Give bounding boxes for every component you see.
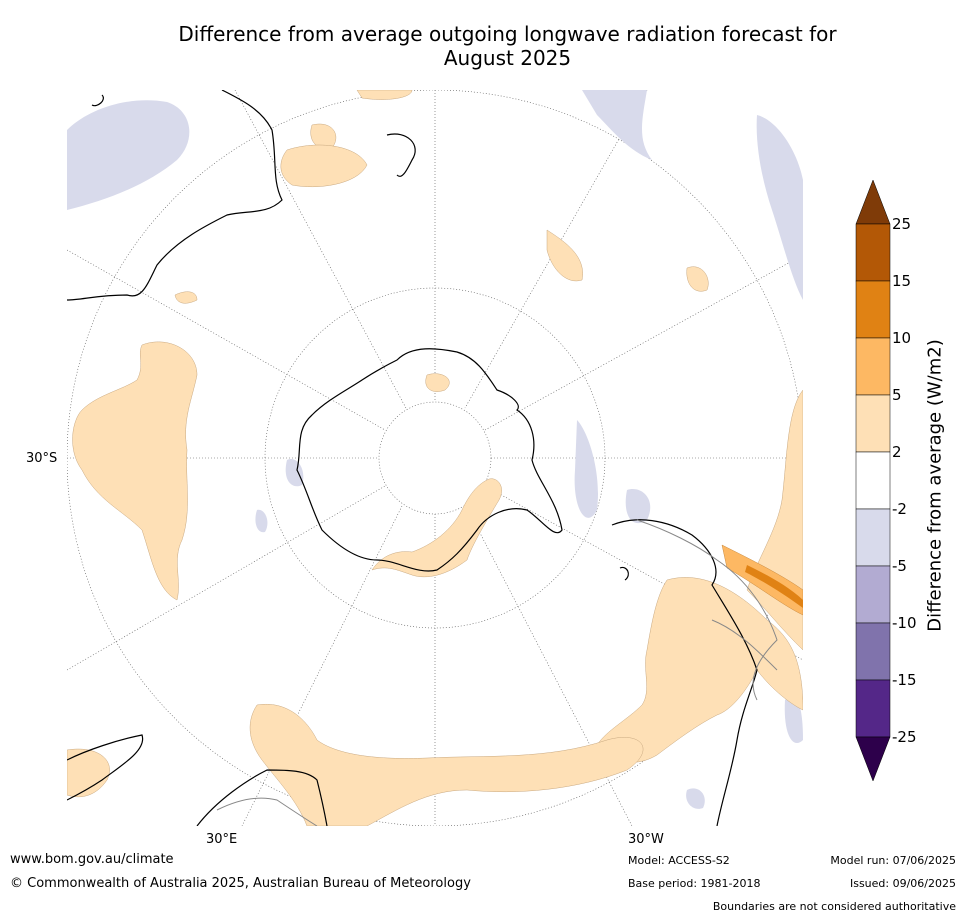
colorbar-tick-label: 15 [892, 272, 912, 290]
positive-anomaly-patches [67, 90, 803, 826]
country-boundaries [216, 519, 778, 826]
longitude-label-30w: 30°W [628, 832, 664, 847]
colorbar-extend-top [855, 180, 891, 225]
colorbar-segment [855, 223, 891, 282]
strong-positive-band [721, 544, 803, 616]
title-line-2: August 2025 [443, 46, 572, 70]
colorbar-tick-label: -5 [892, 557, 907, 575]
colorbar-segment [855, 679, 891, 738]
colorbar-tick-label: -25 [892, 728, 917, 746]
negative-anomaly-patches [67, 90, 803, 809]
colorbar [855, 180, 891, 782]
copyright: © Commonwealth of Australia 2025, Austra… [10, 876, 471, 891]
base-period: Base period: 1981-2018 [628, 877, 761, 890]
latitude-label-30s: 30°S [26, 451, 58, 466]
colorbar-tick-label: 5 [892, 386, 902, 404]
colorbar-extend-bottom [855, 736, 891, 782]
colorbar-tick-label: -10 [892, 614, 917, 632]
colorbar-segment [855, 337, 891, 396]
polar-map [67, 90, 803, 826]
colorbar-label: Difference from average (W/m2) [924, 339, 946, 632]
colorbar-segment [855, 280, 891, 339]
colorbar-tick-label: -15 [892, 671, 917, 689]
website-link[interactable]: www.bom.gov.au/climate [10, 852, 174, 867]
longitude-label-30e: 30°E [206, 832, 238, 847]
colorbar-segment [855, 451, 891, 510]
map-title: Difference from average outgoing longwav… [60, 22, 955, 70]
colorbar-segment [855, 508, 891, 567]
coastlines [67, 90, 758, 826]
colorbar-segment [855, 565, 891, 624]
boundaries-disclaimer: Boundaries are not considered authoritat… [712, 900, 956, 913]
colorbar-tick-label: 10 [892, 329, 912, 347]
colorbar-tick-label: 25 [892, 215, 912, 233]
issued-date: Issued: 09/06/2025 [849, 877, 956, 890]
model-run: Model run: 07/06/2025 [830, 854, 956, 867]
colorbar-segment [855, 394, 891, 453]
colorbar-segment [855, 622, 891, 681]
title-line-1: Difference from average outgoing longwav… [178, 22, 837, 46]
colorbar-tick-label: -2 [892, 500, 907, 518]
colorbar-tick-label: 2 [892, 443, 902, 461]
model-name: Model: ACCESS-S2 [628, 854, 730, 867]
